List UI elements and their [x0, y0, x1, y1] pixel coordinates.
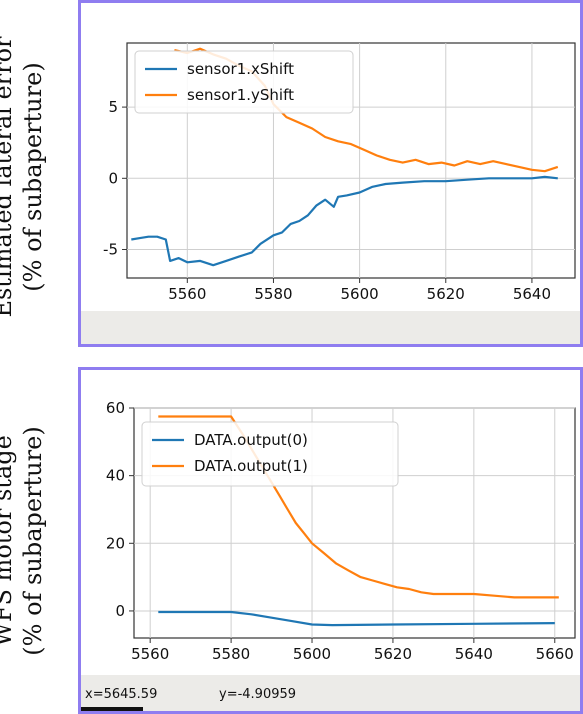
- x-tick-label: 5620: [374, 645, 412, 663]
- chart-panel-1: 5560 5580 5600 5620 5640 -5 0 5 sensor1.xShift se…: [78, 0, 583, 347]
- chart-1: 5560 5580 5600 5620 5640 -5 0 5 sensor1.xShift se…: [103, 42, 576, 303]
- x-tick-label: 5560: [131, 645, 169, 663]
- panel2-ylabel-line2: (% of subaperture): [19, 426, 47, 656]
- y-tick-label: 20: [106, 534, 125, 552]
- x-tick-label: 5640: [455, 645, 493, 663]
- y-tick-label: 0: [115, 602, 125, 620]
- toolbar-statusbar-1: [81, 311, 580, 344]
- x-tick-label: 5560: [168, 285, 206, 303]
- panel2-ylabel-line1: WFS motor stage: [0, 435, 17, 647]
- panel2-ylabel: WFS motor stage (% of subaperture): [0, 391, 48, 691]
- toolbar-statusbar-2: x=5645.59 y=-4.90959: [81, 675, 580, 711]
- panel1-ylabel: Estimated lateral error (% of subapertur…: [0, 27, 48, 327]
- series-line-1: [158, 610, 555, 627]
- chart-panel-2: 5560 5580 5600 5620 5640 5660 0 20 40 60 DATA.outp…: [78, 367, 583, 714]
- legend-box: [141, 421, 399, 487]
- x-coordinate-readout: x=5645.59: [85, 687, 158, 702]
- legend-box: [134, 50, 354, 114]
- y-tick-label: 5: [108, 98, 118, 116]
- y-tick-label: 60: [106, 399, 125, 417]
- legend-label-1: DATA.output(0): [194, 431, 308, 449]
- chart-2: 5560 5580 5600 5620 5640 5660 0 20 40 60 DATA.outp…: [106, 399, 576, 663]
- y-coordinate-readout: y=-4.90959: [219, 687, 297, 702]
- series-line-1: [131, 175, 558, 267]
- y-tick-label: 40: [106, 467, 125, 485]
- toolbar-scrollbar-thumb[interactable]: [81, 707, 143, 711]
- legend-label-2: DATA.output(1): [194, 457, 308, 475]
- x-tick-label: 5580: [254, 285, 292, 303]
- legend-label-1: sensor1.xShift: [187, 60, 294, 78]
- y-tick-label: 0: [108, 169, 118, 187]
- panel1-ylabel-line2: (% of subaperture): [19, 62, 47, 292]
- legend-label-2: sensor1.yShift: [187, 86, 294, 104]
- y-tick-label: -5: [103, 241, 118, 259]
- x-tick-label: 5620: [427, 285, 465, 303]
- x-tick-label: 5640: [513, 285, 551, 303]
- x-tick-label: 5600: [341, 285, 379, 303]
- x-tick-label: 5600: [293, 645, 331, 663]
- x-tick-label: 5580: [212, 645, 250, 663]
- panel1-ylabel-line1: Estimated lateral error: [0, 36, 17, 318]
- x-tick-label: 5660: [536, 645, 574, 663]
